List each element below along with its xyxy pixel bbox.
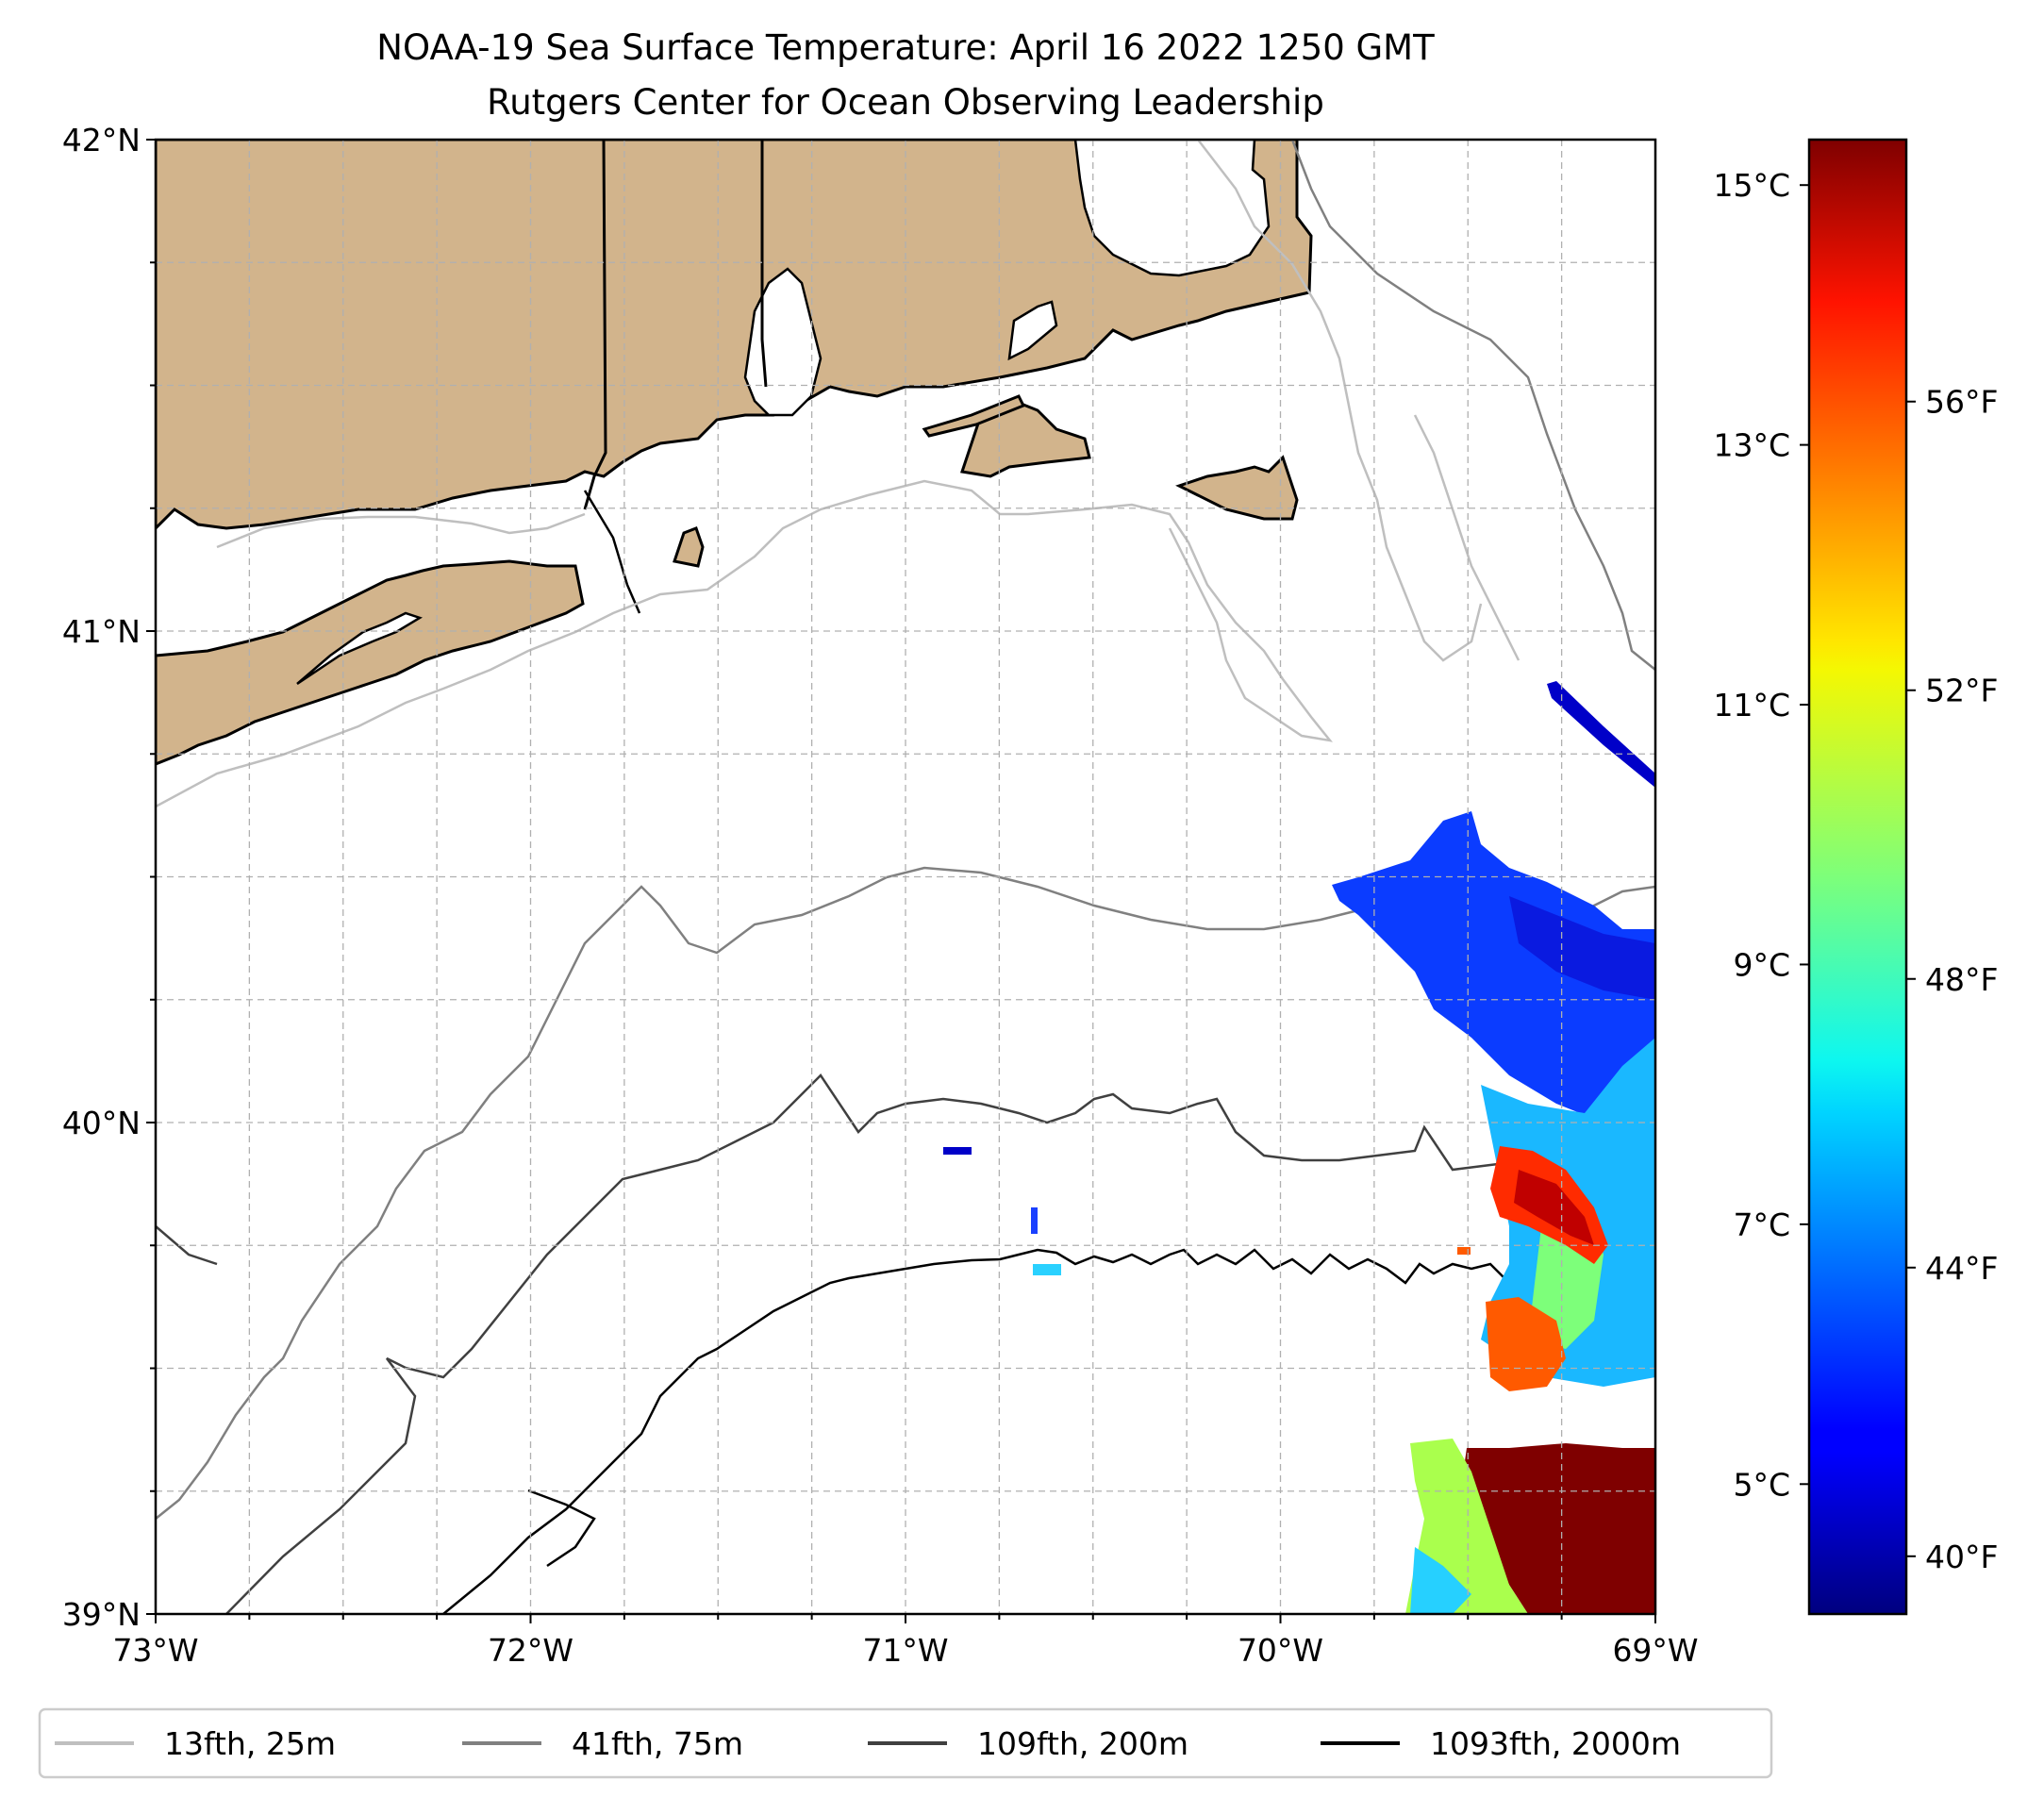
gridlines	[156, 140, 1655, 1614]
sst-cold-region	[1332, 811, 1655, 1160]
colorbar-fahrenheit-label: 48°F	[1925, 961, 1998, 998]
sst-isolated-pixel-2	[1031, 1207, 1038, 1234]
legend-label: 1093fth, 2000m	[1430, 1725, 1681, 1762]
legend-items: 13fth, 25m 41fth, 75m 109fth, 200m 1093fth,…	[55, 1725, 1681, 1762]
colorbar: 15°C 13°C 11°C 9°C 7°C 5°C 56°F 52°F 48°F 44°F 40…	[1713, 138, 1998, 1616]
colorbar-fahrenheit-label: 44°F	[1925, 1250, 1998, 1287]
cape-cod-bay	[1073, 140, 1271, 277]
land-new-england	[156, 140, 1313, 531]
colorbar-celsius-label: 5°C	[1733, 1466, 1790, 1503]
colorbar-gradient	[1807, 138, 1908, 1616]
land-nantucket	[1175, 455, 1299, 521]
x-tick-label: 72°W	[488, 1632, 573, 1669]
land-block-island	[673, 526, 705, 568]
sst-cold-deep	[1509, 896, 1655, 1000]
ferry-route-line	[583, 490, 641, 614]
y-tick-label: 40°N	[62, 1105, 141, 1141]
colorbar-celsius-label: 13°C	[1713, 427, 1790, 464]
y-tick-label: 42°N	[62, 122, 141, 158]
y-tick-label: 39°N	[62, 1596, 141, 1633]
x-tick-label: 70°W	[1238, 1632, 1323, 1669]
map-area	[156, 140, 1655, 1614]
colorbar-celsius-label: 15°C	[1713, 167, 1790, 204]
colorbar-celsius-label: 7°C	[1733, 1206, 1790, 1243]
y-tick-label: 41°N	[62, 613, 141, 650]
isobath-25m	[156, 140, 1521, 808]
sst-data	[943, 681, 1655, 1614]
legend: 13fth, 25m 41fth, 75m 109fth, 200m 1093fth,…	[38, 1707, 1773, 1779]
sst-isolated-pixel-3	[1033, 1264, 1061, 1275]
sst-warm-eddy-core	[1514, 1170, 1594, 1245]
x-tick-label: 69°W	[1612, 1632, 1698, 1669]
colorbar-fahrenheit-axis: 56°F 52°F 48°F 44°F 40°F	[1906, 384, 1998, 1575]
sst-isolated-pixel-4	[1457, 1247, 1471, 1255]
colorbar-fahrenheit-label: 40°F	[1925, 1539, 1998, 1575]
colorbar-fahrenheit-label: 56°F	[1925, 384, 1998, 421]
map-title-line1: NOAA-19 Sea Surface Temperature: April 1…	[376, 27, 1435, 68]
axis-ticks: 73°W 72°W 71°W 70°W 69°W 42°N 41°N 40°N 39°N	[62, 122, 1699, 1669]
x-tick-label: 73°W	[112, 1632, 198, 1669]
map-title-line2: Rutgers Center for Ocean Observing Leade…	[487, 82, 1324, 123]
land-long-island	[156, 559, 585, 766]
peconic-bay	[296, 611, 423, 686]
isobath-200m	[156, 1073, 1655, 1614]
legend-label: 41fth, 75m	[572, 1725, 743, 1762]
legend-label: 13fth, 25m	[164, 1725, 336, 1762]
sst-gulf-stream-edge	[1410, 1547, 1471, 1614]
isobath-2000m	[442, 1248, 1655, 1614]
state-border-ri-ma	[760, 140, 768, 388]
state-border-ct-ri	[583, 140, 607, 510]
colorbar-fahrenheit-label: 52°F	[1925, 673, 1998, 709]
sst-gulf-stream	[1462, 1443, 1655, 1614]
buzzards-bay	[1007, 300, 1058, 361]
colorbar-celsius-axis: 15°C 13°C 11°C 9°C 7°C 5°C	[1713, 167, 1809, 1503]
sst-isolated-pixel-1	[943, 1147, 972, 1155]
x-tick-label: 71°W	[862, 1632, 948, 1669]
sst-cold-streak	[1547, 681, 1655, 788]
colorbar-celsius-label: 9°C	[1733, 946, 1790, 983]
legend-label: 109fth, 200m	[977, 1725, 1188, 1762]
colorbar-celsius-label: 11°C	[1713, 687, 1790, 724]
